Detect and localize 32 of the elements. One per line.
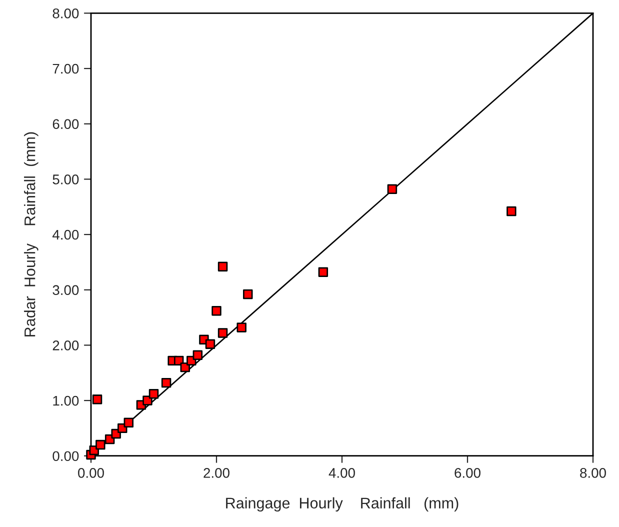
point: [218, 328, 228, 338]
point: [148, 389, 159, 399]
y-tick-label: 8.00: [52, 8, 79, 18]
y-tick-label: 6.00: [52, 119, 79, 130]
x-tick-label: 0.00: [78, 468, 104, 478]
point: [124, 418, 134, 428]
point: [387, 184, 398, 194]
point: [212, 306, 222, 316]
point: [92, 394, 102, 404]
y-tick-label: 7.00: [52, 64, 79, 74]
x-tick-label: 2.00: [204, 468, 230, 478]
point: [96, 440, 106, 450]
point: [205, 339, 216, 349]
point: [218, 262, 228, 272]
y-tick-label: 1.00: [53, 396, 79, 406]
point: [236, 322, 246, 332]
y-tick-label: 3.00: [52, 285, 79, 296]
point: [142, 396, 152, 406]
y-tick-label: 4.00: [52, 230, 79, 240]
y-tick-label: 2.00: [52, 340, 79, 350]
y-tick-label: 0.00: [52, 451, 79, 462]
point: [192, 350, 203, 360]
y-axis-title: Radar Hourly Rainfall (mm): [24, 132, 38, 336]
x-tick-label: 4.00: [328, 468, 355, 478]
x-tick-label: 8.00: [580, 468, 606, 478]
y-tick-label: 5.00: [52, 174, 79, 184]
point: [318, 267, 328, 278]
point: [243, 289, 253, 300]
point: [506, 206, 516, 216]
x-tick-label: 6.00: [454, 468, 480, 478]
x-axis-title: Raingage Hourly Rainfall (mm): [226, 497, 458, 512]
point: [161, 378, 172, 388]
